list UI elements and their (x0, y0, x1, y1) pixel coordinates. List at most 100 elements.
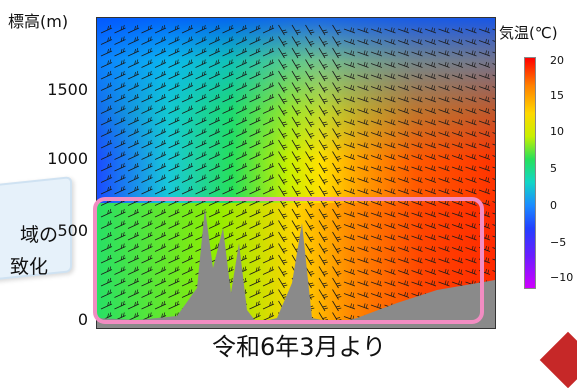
wind-barb-flag (271, 208, 274, 214)
wind-barb-flag (215, 163, 217, 169)
wind-barb (424, 281, 437, 287)
wind-barb-flag (431, 280, 433, 285)
y-tick-label: 1000 (47, 149, 88, 168)
wind-barb-flag (352, 189, 355, 194)
wind-barb-flag (203, 36, 206, 41)
wind-barb-flag (217, 116, 220, 122)
wind-barb (343, 28, 356, 34)
wind-barb-flag (444, 280, 447, 285)
wind-barb-flag (257, 300, 260, 306)
wind-barb-flag (431, 211, 433, 216)
wind-barb (465, 212, 477, 218)
wind-barb-flag (163, 312, 166, 317)
wind-barb (370, 304, 383, 310)
wind-barb (438, 28, 450, 34)
wind-barb (222, 177, 234, 183)
wind-barb (492, 74, 495, 77)
wind-barb-flag (136, 300, 139, 306)
wind-barb-flag (458, 27, 460, 32)
wind-barb-flag (322, 110, 327, 112)
wind-barb (127, 73, 140, 80)
wind-barb (278, 254, 285, 266)
wind-barb (397, 120, 410, 126)
wind-barb-flag (107, 152, 109, 157)
wind-barb-flag (188, 83, 190, 88)
wind-barb (332, 208, 339, 220)
wind-barb-flag (352, 28, 355, 33)
wind-barb (384, 293, 396, 298)
wind-barb-flag (201, 140, 204, 146)
wind-barb-flag (323, 238, 328, 241)
wind-barb-flag (417, 84, 420, 89)
wind-barb-flag (176, 231, 179, 237)
wind-barb (492, 247, 495, 249)
wind-barb-flag (485, 142, 487, 147)
wind-barb (168, 142, 180, 149)
wind-barb (208, 177, 221, 183)
wind-barb-flag (107, 117, 109, 123)
wind-barb (411, 28, 423, 34)
wind-barb-flag (120, 94, 123, 100)
wind-barb-flag (460, 189, 463, 194)
wind-barb-flag (107, 232, 109, 238)
wind-barb (318, 105, 326, 116)
wind-barb-flag (269, 140, 271, 146)
wind-barb (100, 27, 113, 34)
wind-barb-flag (323, 215, 328, 218)
wind-barb-flag (336, 41, 341, 43)
wind-barb-flag (271, 243, 274, 248)
wind-barb (492, 109, 495, 111)
wind-barb-flag (363, 291, 366, 296)
wind-barb-flag (419, 269, 422, 274)
wind-barb (411, 63, 423, 68)
wind-barb-flag (377, 280, 379, 285)
wind-barb-flag (228, 244, 231, 249)
wind-barb-flag (431, 222, 433, 227)
wind-barb (235, 27, 248, 34)
wind-barb (397, 293, 410, 298)
wind-barb-flag (392, 269, 395, 274)
wind-barb (478, 51, 491, 57)
wind-barb-flag (107, 48, 109, 54)
wind-barb-flag (322, 29, 327, 32)
wind-barb-flag (322, 41, 327, 43)
wind-barb-flag (433, 281, 436, 286)
wind-barb-flag (134, 209, 136, 215)
wind-barb-flag (431, 188, 433, 193)
wind-barb (195, 27, 207, 34)
wind-barb (305, 70, 312, 82)
wind-barb-flag (282, 156, 287, 158)
wind-barb-flag (350, 153, 352, 158)
wind-barb-flag (419, 212, 422, 217)
wind-barb-flag (120, 221, 123, 226)
wind-barb-flag (161, 140, 163, 146)
wind-barb (465, 235, 477, 241)
wind-barb (397, 97, 410, 103)
wind-barb-flag (471, 268, 474, 273)
wind-barb (127, 131, 140, 137)
wind-barb-flag (215, 175, 217, 180)
wind-barb-flag (352, 97, 355, 102)
wind-barb (397, 281, 410, 287)
wind-barb-flag (458, 176, 460, 181)
wind-barb-flag (147, 290, 150, 295)
wind-barb-flag (446, 177, 449, 182)
wind-barb-flag (257, 47, 260, 53)
wind-barb-flag (379, 258, 382, 263)
wind-barb-flag (336, 190, 341, 193)
wind-barb (411, 120, 423, 126)
wind-barb (249, 165, 261, 172)
wind-barb-flag (147, 25, 150, 31)
wind-barb (100, 62, 113, 68)
wind-barb (222, 131, 234, 137)
wind-barb-flag (417, 211, 420, 216)
wind-barb-flag (485, 234, 487, 239)
wind-barb-flag (309, 133, 314, 135)
wind-barb-flag (120, 152, 123, 157)
wind-barb (397, 74, 410, 80)
wind-barb-flag (390, 96, 393, 101)
wind-barb-flag (134, 106, 136, 111)
wind-barb (397, 86, 410, 91)
wind-barb-flag (379, 62, 382, 67)
wind-barb-flag (282, 144, 287, 147)
